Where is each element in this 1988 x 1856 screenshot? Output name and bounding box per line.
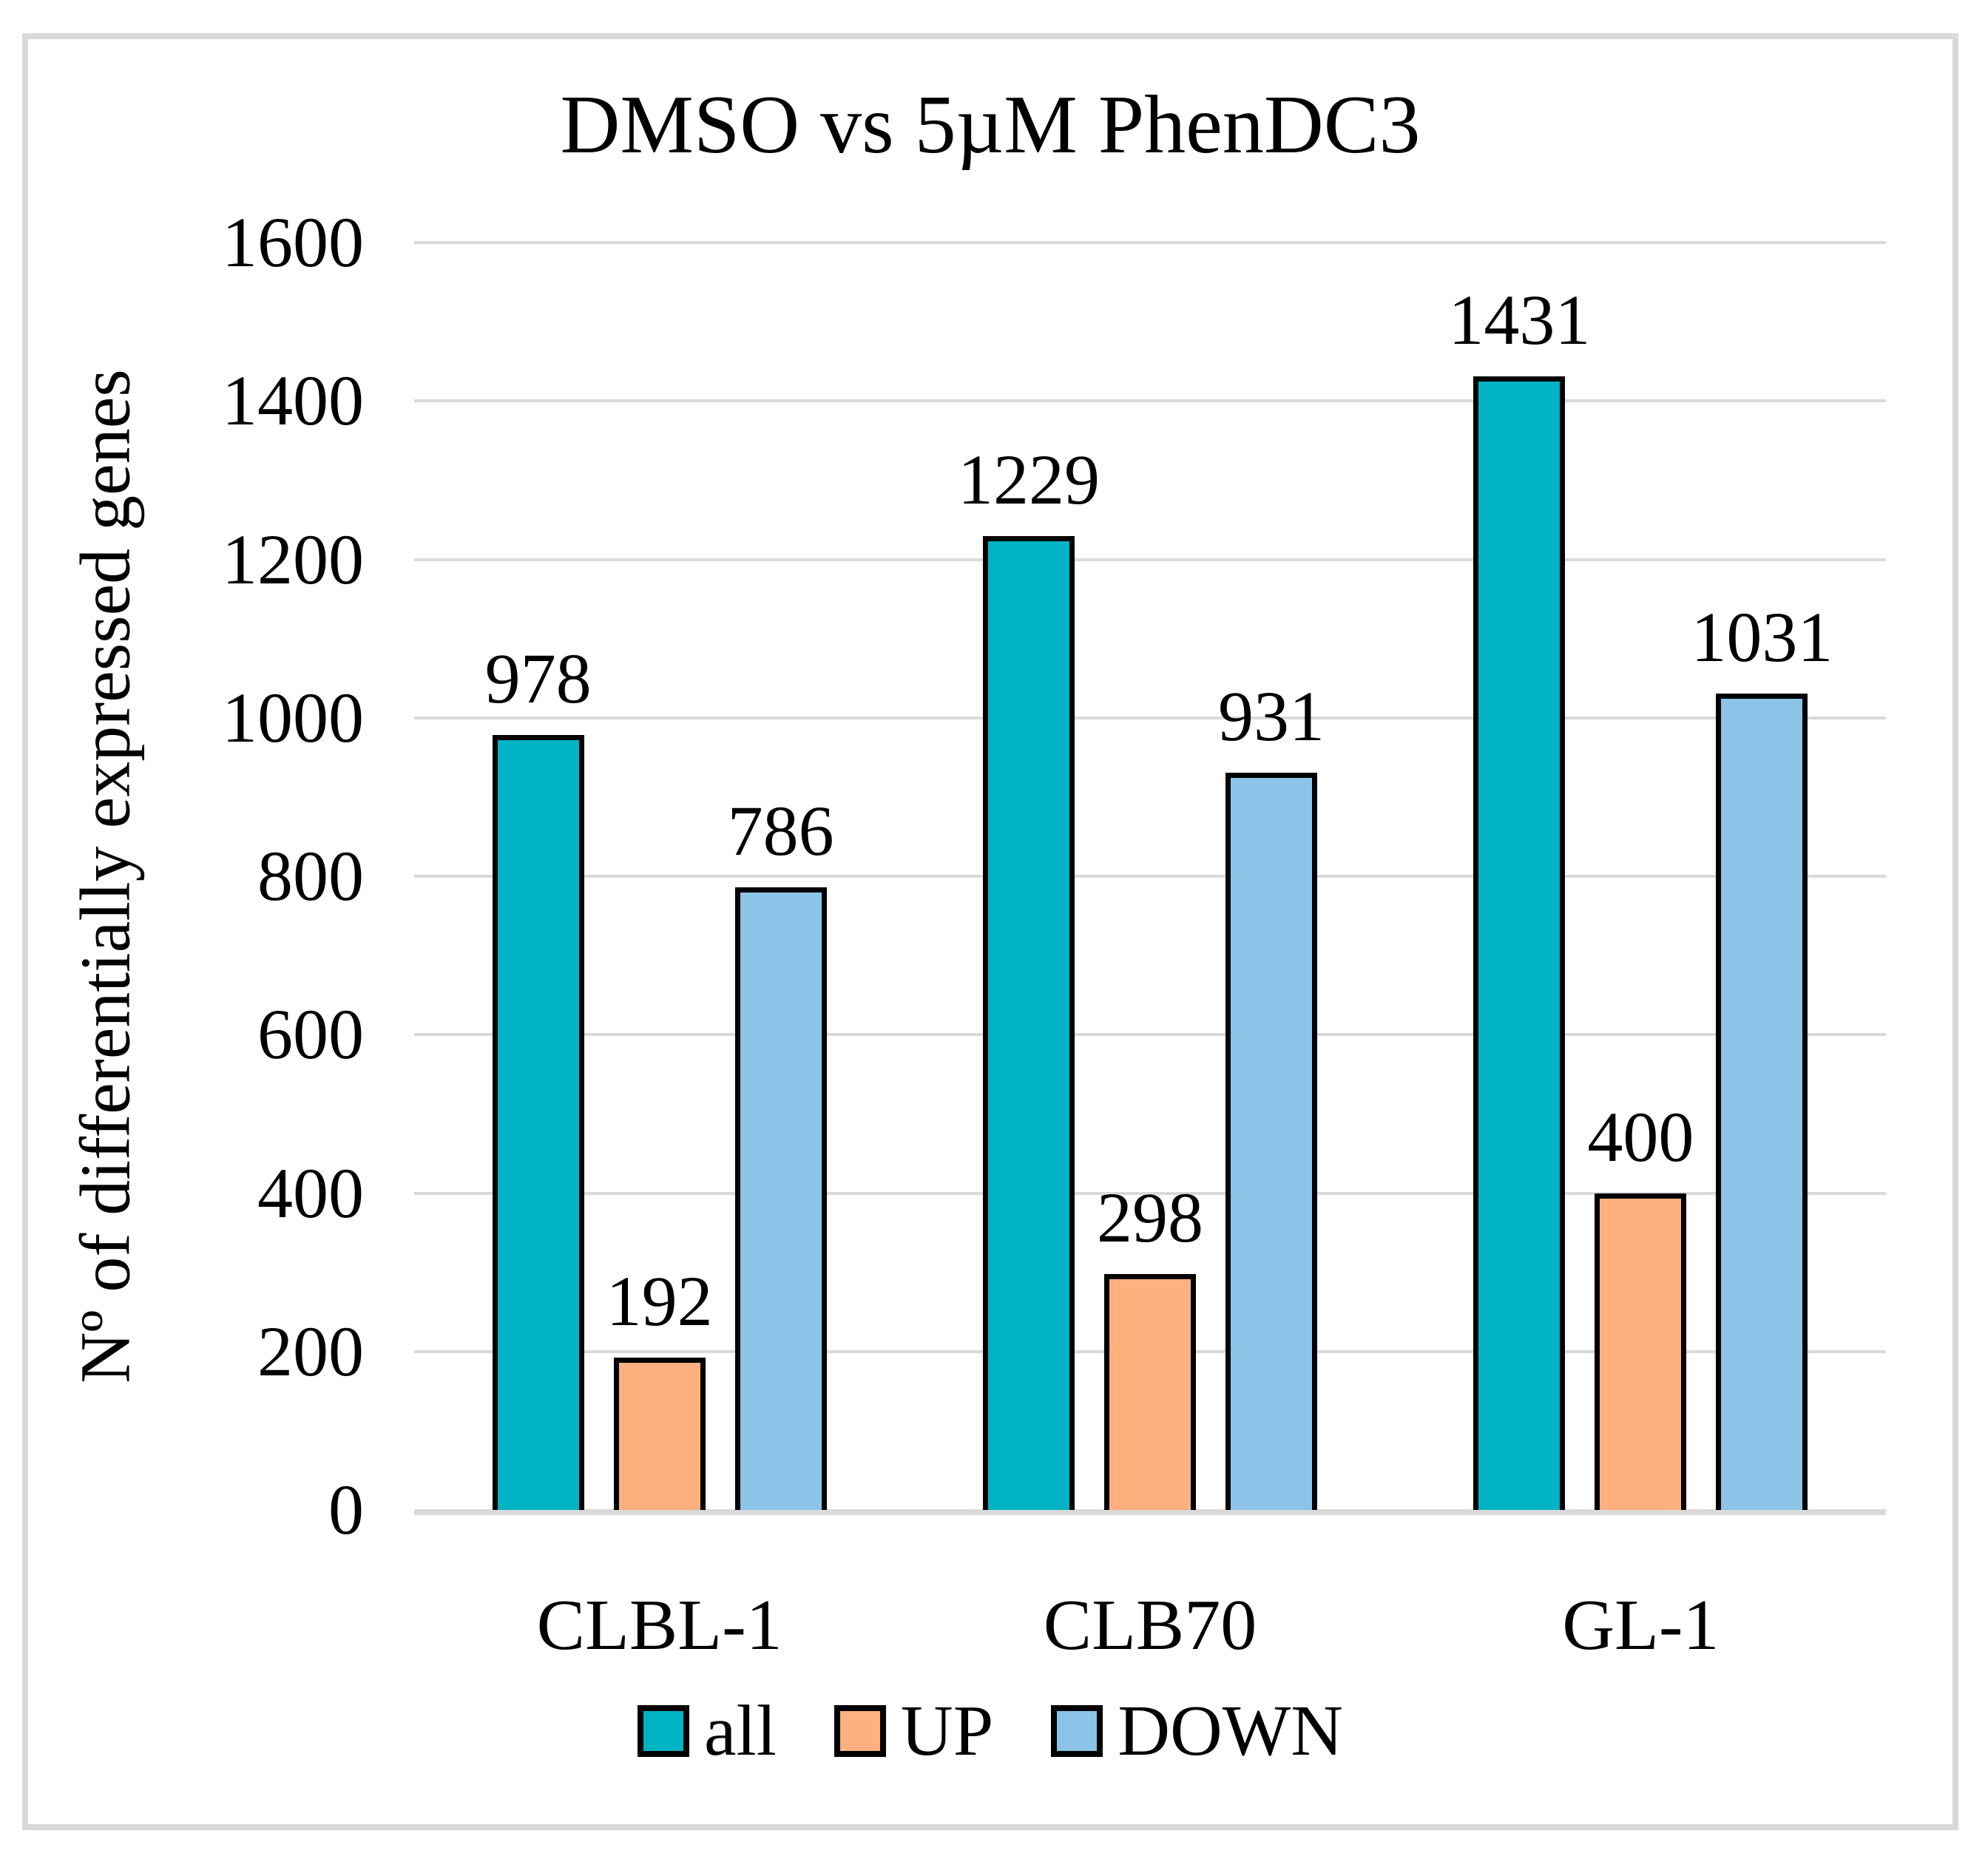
- bar-GL-1-UP: [1595, 1193, 1687, 1510]
- bar-value-CLB70-UP: 298: [1097, 1177, 1203, 1257]
- legend-item-all: all: [637, 1691, 777, 1771]
- bar-value-CLBL-1-UP: 192: [606, 1261, 713, 1341]
- ytick-label-400: 400: [257, 1153, 364, 1233]
- bar-GL-1-all: [1473, 376, 1566, 1510]
- gridline-1400: [414, 399, 1886, 403]
- bar-CLB70-UP: [1104, 1273, 1196, 1510]
- x-axis-line: [414, 1509, 1886, 1515]
- gridline-800: [414, 875, 1886, 878]
- bar-value-CLBL-1-DOWN: 786: [727, 791, 834, 870]
- legend-item-UP: UP: [834, 1695, 993, 1767]
- bar-GL-1-DOWN: [1716, 693, 1808, 1510]
- ytick-label-1000: 1000: [222, 677, 364, 757]
- ytick-label-800: 800: [257, 836, 364, 915]
- bar-CLBL-1-DOWN: [734, 887, 827, 1510]
- gridline-1600: [414, 241, 1886, 244]
- gridline-1200: [414, 558, 1886, 561]
- ytick-label-0: 0: [328, 1470, 364, 1549]
- legend-swatch-all: [637, 1705, 689, 1757]
- bar-CLB70-DOWN: [1225, 772, 1317, 1510]
- ytick-label-600: 600: [257, 995, 364, 1074]
- bar-value-GL-1-DOWN: 1031: [1691, 597, 1833, 677]
- category-label-CLBL-1: CLBL-1: [536, 1585, 782, 1665]
- plot-area: 978 192 786 1229 298 931 1431 400 1031: [414, 241, 1886, 1515]
- gridline-1000: [414, 716, 1886, 719]
- bar-value-GL-1-UP: 400: [1587, 1097, 1694, 1176]
- bar-value-CLBL-1-all: 978: [484, 639, 592, 719]
- gridline-400: [414, 1191, 1886, 1195]
- legend-item-DOWN: DOWN: [1051, 1695, 1343, 1767]
- legend-label-UP: UP: [900, 1691, 994, 1771]
- bar-CLBL-1-all: [492, 735, 584, 1510]
- legend-label-all: all: [703, 1691, 777, 1771]
- bar-value-GL-1-all: 1431: [1448, 280, 1591, 360]
- ytick-label-1600: 1600: [222, 203, 364, 282]
- bar-value-CLB70-DOWN: 931: [1218, 676, 1325, 756]
- category-label-CLB70: CLB70: [1043, 1585, 1257, 1665]
- ytick-label-1200: 1200: [222, 519, 364, 599]
- bar-CLB70-all: [983, 536, 1075, 1510]
- category-label-GL-1: GL-1: [1562, 1585, 1720, 1665]
- legend-label-DOWN: DOWN: [1118, 1691, 1344, 1771]
- legend: all UP DOWN: [22, 1695, 1958, 1767]
- ytick-label-200: 200: [257, 1311, 364, 1391]
- legend-swatch-DOWN: [1051, 1705, 1103, 1757]
- legend-swatch-UP: [834, 1705, 886, 1757]
- bar-value-CLB70-all: 1229: [958, 440, 1100, 520]
- ytick-label-1400: 1400: [222, 361, 364, 441]
- gridline-600: [414, 1033, 1886, 1037]
- chart-title: DMSO vs 5µM PhenDC3: [560, 79, 1421, 171]
- bar-CLBL-1-UP: [613, 1358, 706, 1510]
